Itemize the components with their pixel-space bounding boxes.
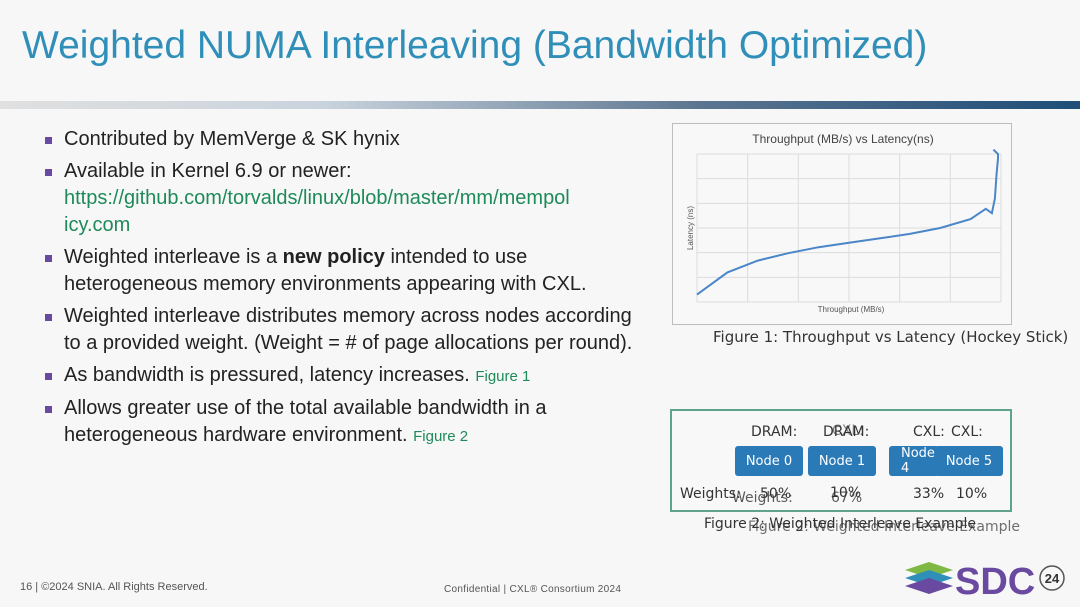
chart-ylabel: Latency (ns): [686, 206, 695, 250]
dram-label: DRAM:: [751, 424, 798, 440]
figure-2-caption: Figure 2: Weighted Interleave Example: [704, 516, 977, 532]
bullet-distribution: Weighted interleave distributes memory a…: [42, 303, 642, 357]
bullet-contributors: Contributed by MemVerge & SK hynix: [42, 126, 642, 153]
footer-confidential: Confidential | CXL® Consortium 2024: [444, 584, 622, 595]
logo-badge-text: 24: [1045, 571, 1060, 586]
logo-text: SDC: [955, 561, 1035, 600]
node-4-box: Node 4: [889, 446, 939, 476]
weight-value: 10%: [956, 486, 988, 502]
series-line: [696, 148, 999, 296]
weights-label: Weights:: [680, 486, 741, 502]
figure-2-caption-overlap: Figure 2: Weighted Interleave Example: [748, 519, 1021, 535]
dram-label: DRAM:: [823, 424, 870, 440]
weights-label-overlap: Weights:: [732, 490, 793, 506]
logo-badge-circle: [1039, 565, 1065, 591]
logo-layer-3: [905, 578, 953, 594]
figure-2-ref[interactable]: Figure 2: [413, 428, 469, 445]
title-divider-bar: [0, 101, 1080, 109]
cxl-label: CXL:: [951, 424, 983, 440]
node-0-box: Node 0: [735, 446, 803, 476]
cxl-label-overlap: CXL:: [832, 423, 864, 439]
slide-title: Weighted NUMA Interleaving (Bandwidth Op…: [22, 24, 928, 67]
node-5-box: Node 5: [935, 446, 1003, 476]
footer-copyright: 16 | ©2024 SNIA. All Rights Reserved.: [20, 581, 208, 593]
chart-svg: Throughput (MB/s) vs Latency(ns) Through…: [686, 132, 1002, 314]
bullet-kernel: Available in Kernel 6.9 or newer: https:…: [42, 158, 642, 239]
weight-value: 50%: [760, 486, 792, 502]
node-1-box: Node 1: [808, 446, 876, 476]
bullet-new-policy: Weighted interleave is a new policy inte…: [42, 244, 642, 298]
sdc-logo: SDC 24: [905, 561, 1065, 600]
bullet-bandwidth: As bandwidth is pressured, latency incre…: [42, 362, 642, 390]
weight-value: 10%: [830, 485, 862, 501]
throughput-latency-chart: Throughput (MB/s) vs Latency(ns) Through…: [672, 123, 1012, 325]
figure-1-ref[interactable]: Figure 1: [475, 368, 531, 385]
cxl-label: CXL:: [913, 424, 945, 440]
mempolicy-link[interactable]: https://github.com/torvalds/linux/blob/m…: [64, 187, 570, 236]
bullet-total-bandwidth: Allows greater use of the total availabl…: [42, 395, 642, 450]
bullet-list: Contributed by MemVerge & SK hynix Avail…: [42, 126, 642, 455]
interleave-example-figure: DRAM: DRAM: CXL: CXL: CXL: Node 0 Node 1…: [670, 409, 1012, 512]
figure-1-caption: Figure 1: Throughput vs Latency (Hockey …: [713, 328, 1069, 346]
weight-value: 33%: [913, 486, 945, 502]
chart-title: Throughput (MB/s) vs Latency(ns): [752, 132, 933, 146]
chart-xlabel: Throughput (MB/s): [818, 305, 885, 314]
weight-value-overlap: 67%: [831, 490, 863, 506]
